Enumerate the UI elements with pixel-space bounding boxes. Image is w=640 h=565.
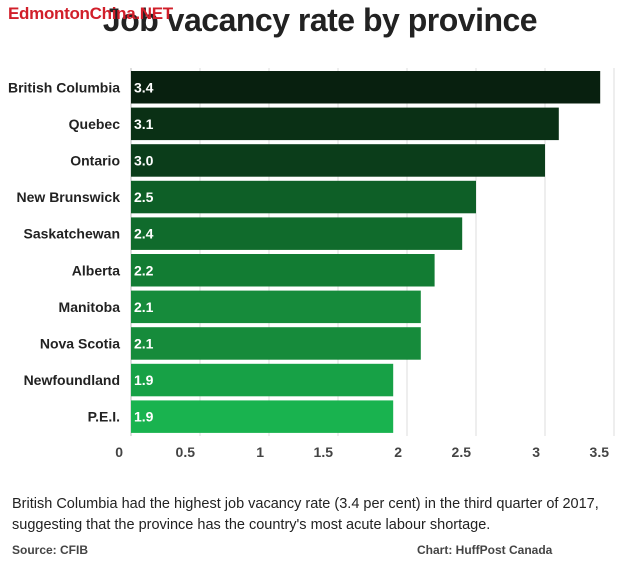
source-note: Source: CFIB (12, 543, 89, 557)
value-label-2: 3.0 (134, 152, 154, 168)
value-labels: 3.4 3.1 3.0 2.5 2.4 2.2 2.1 2.1 1.9 1.9 (134, 79, 154, 424)
value-label-0: 3.4 (134, 79, 154, 95)
chart-title: Job vacancy rate by province (102, 2, 538, 38)
bar-3 (131, 180, 476, 214)
value-label-8: 1.9 (134, 372, 154, 388)
bar-5 (131, 254, 435, 287)
value-label-3: 2.5 (134, 189, 154, 205)
category-label-2: Ontario (70, 152, 120, 168)
category-label-0: British Columbia (8, 79, 120, 95)
category-label-9: P.E.I. (88, 409, 120, 425)
x-tick-labels: 0 0.5 1 1.5 2 2.5 3 3.5 (115, 444, 609, 460)
category-label-1: Quebec (69, 116, 121, 132)
category-label-8: Newfoundland (24, 372, 120, 388)
category-label-6: Manitoba (59, 299, 121, 315)
x-tick-label-5: 2.5 (452, 444, 472, 460)
category-label-4: Saskatchewan (24, 226, 121, 242)
x-tick-label-1: 0.5 (176, 444, 196, 460)
bar-chart: British Columbia Quebec Ontario New Brunswi… (8, 68, 615, 460)
bar-6 (131, 290, 421, 324)
chart-bars (131, 71, 601, 433)
chart-caption: British Columbia had the highest job vac… (12, 496, 599, 533)
bar-7 (131, 327, 421, 360)
bar-1 (131, 107, 559, 141)
category-label-7: Nova Scotia (40, 335, 120, 351)
bar-9 (131, 400, 394, 433)
value-label-7: 2.1 (134, 335, 154, 351)
value-label-6: 2.1 (134, 299, 154, 315)
x-tick-label-0: 0 (115, 444, 123, 460)
x-tick-label-7: 3.5 (590, 444, 610, 460)
x-tick-label-4: 2 (394, 444, 402, 460)
x-tick-label-2: 1 (256, 444, 264, 460)
value-label-4: 2.4 (134, 226, 154, 242)
bar-2 (131, 144, 545, 177)
watermark: EdmontonChina.NET (8, 4, 173, 23)
bar-4 (131, 217, 463, 250)
value-label-1: 3.1 (134, 116, 154, 132)
bar-0 (131, 71, 601, 104)
value-label-5: 2.2 (134, 262, 154, 278)
x-tick-label-6: 3 (532, 444, 540, 460)
value-label-9: 1.9 (134, 409, 154, 425)
category-label-5: Alberta (72, 262, 120, 278)
x-tick-label-3: 1.5 (314, 444, 334, 460)
bar-8 (131, 363, 394, 397)
chart-credit: Chart: HuffPost Canada (417, 543, 553, 557)
category-labels: British Columbia Quebec Ontario New Brunswi… (8, 79, 120, 424)
category-label-3: New Brunswick (17, 189, 121, 205)
